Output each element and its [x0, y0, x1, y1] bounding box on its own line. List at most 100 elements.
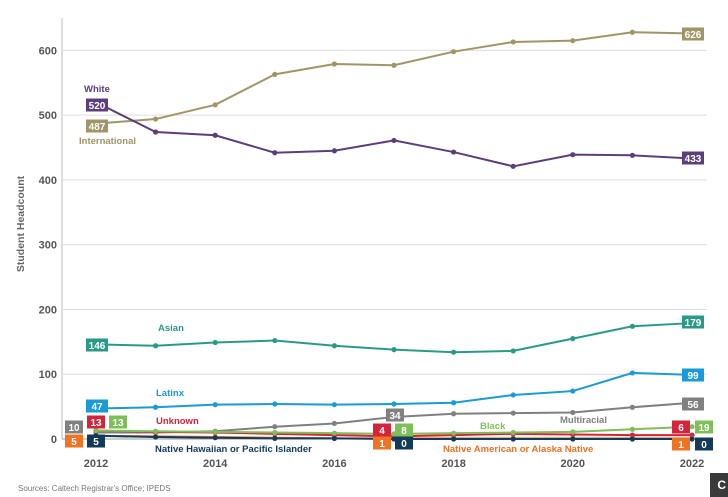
- data-point: [272, 150, 278, 156]
- data-point: [212, 339, 218, 346]
- x-tick-label: 2018: [441, 458, 465, 470]
- value-badge: [86, 98, 108, 112]
- series-name: Multiracial: [560, 415, 607, 426]
- data-point: [153, 428, 159, 434]
- data-point: [510, 429, 516, 436]
- value-badge: [695, 420, 713, 434]
- y-tick-label: 0: [51, 434, 57, 446]
- data-point: [212, 132, 218, 138]
- data-point: [570, 38, 576, 44]
- corner-icon[interactable]: C: [710, 473, 728, 497]
- data-point: [689, 436, 695, 442]
- value-badge-label: 99: [687, 371, 699, 382]
- source-note: Sources: Caltech Registrar's Office; IPE…: [18, 484, 171, 493]
- value-badge: [682, 368, 704, 382]
- value-badge: [695, 437, 713, 451]
- data-point: [689, 424, 695, 430]
- data-point: [331, 420, 337, 427]
- data-point: [331, 402, 337, 408]
- value-badge-label: 520: [89, 101, 106, 112]
- y-tick-label: 100: [39, 369, 57, 381]
- series-lines: [95, 31, 693, 440]
- value-badge-label: 433: [685, 154, 702, 165]
- data-point: [153, 404, 159, 410]
- value-badge: [395, 423, 413, 437]
- data-point: [629, 404, 636, 410]
- data-point: [212, 102, 218, 108]
- y-tick-label: 200: [39, 304, 57, 316]
- data-point: [93, 427, 99, 434]
- x-tick-label: 2012: [84, 458, 108, 470]
- data-point: [570, 436, 576, 442]
- series-name: Native American or Alaska Native: [443, 444, 593, 455]
- series-name: Asian: [158, 323, 184, 334]
- value-badge-label: 6: [678, 423, 684, 434]
- data-point: [331, 148, 337, 154]
- data-point: [629, 152, 636, 158]
- value-badge: [373, 423, 391, 437]
- data-point: [451, 149, 457, 155]
- data-point: [510, 410, 516, 416]
- series-name: Unknown: [156, 416, 199, 427]
- data-point: [510, 348, 516, 354]
- value-badge: [682, 397, 704, 411]
- y-tick-label: 600: [39, 45, 57, 57]
- data-point: [570, 388, 576, 394]
- data-point: [391, 347, 397, 353]
- data-point: [629, 436, 636, 442]
- data-point: [153, 434, 159, 440]
- data-point: [212, 435, 218, 441]
- data-point: [331, 435, 337, 441]
- value-badge: [65, 434, 83, 448]
- y-tick-label: 500: [39, 110, 57, 122]
- series-name: Black: [480, 421, 506, 432]
- value-badge-label: 1: [379, 439, 385, 450]
- value-badge-label: 0: [401, 439, 407, 450]
- value-badge: [373, 436, 391, 450]
- series-name: Native Hawaiian or Pacific Islander: [155, 444, 312, 455]
- data-point: [391, 137, 397, 144]
- data-point: [451, 411, 457, 417]
- value-badge: [86, 119, 108, 133]
- value-badge-label: 56: [687, 400, 699, 411]
- series-name-labels: White International Asian Latinx Unknown Nati…: [79, 84, 607, 455]
- data-point: [272, 401, 278, 407]
- data-point: [272, 435, 278, 441]
- value-badge: [87, 434, 105, 448]
- data-point: [272, 424, 278, 430]
- series-name: International: [79, 136, 136, 147]
- value-badge-label: 487: [89, 122, 106, 133]
- series-name: White: [84, 84, 110, 95]
- value-badge-label: 34: [389, 411, 401, 422]
- value-badge: [672, 437, 690, 451]
- data-point: [153, 116, 159, 122]
- value-badge: [86, 399, 108, 413]
- data-point: [629, 370, 636, 376]
- value-badge: [395, 436, 413, 450]
- data-point: [451, 436, 457, 442]
- data-point: [570, 409, 576, 416]
- value-badge-label: 5: [71, 437, 77, 448]
- value-badge-label: 8: [401, 426, 407, 437]
- value-badge: [682, 151, 704, 165]
- value-badge-label: 13: [112, 418, 124, 429]
- value-badge-label: 19: [698, 423, 710, 434]
- value-badge-label: 179: [685, 318, 702, 329]
- value-badge: [682, 315, 704, 329]
- value-badge-label: 4: [379, 426, 385, 437]
- x-tick-label: 2014: [203, 458, 228, 470]
- data-point: [629, 323, 636, 329]
- data-point: [331, 430, 337, 436]
- series-line-0: [95, 31, 693, 125]
- value-badge-label: 1: [678, 440, 684, 451]
- value-badge-label: 626: [685, 30, 702, 41]
- value-badge-label: 146: [89, 341, 106, 352]
- data-point: [570, 429, 576, 435]
- data-point: [212, 402, 218, 408]
- data-point: [570, 152, 576, 158]
- data-point: [510, 163, 516, 169]
- data-point: [629, 29, 636, 35]
- value-badge: [386, 408, 404, 422]
- value-badge-label: 10: [68, 423, 80, 434]
